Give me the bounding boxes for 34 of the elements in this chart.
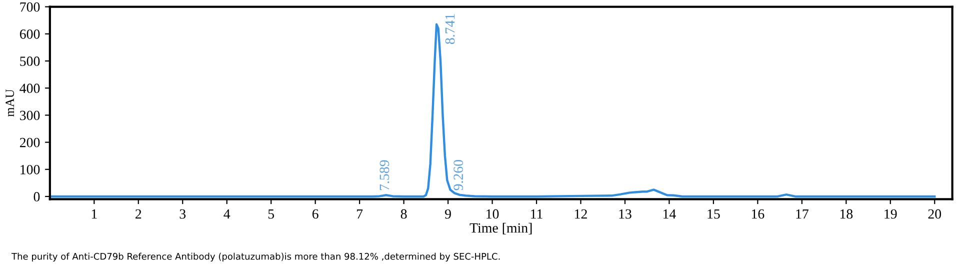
- x-tick-label: 4: [224, 209, 230, 219]
- y-tick-label: 200: [20, 138, 40, 148]
- y-tick-label: 600: [20, 29, 40, 39]
- x-tick-label: 5: [268, 209, 274, 219]
- y-tick-label: 0: [34, 192, 40, 202]
- x-tick-label: 18: [840, 209, 853, 219]
- x-tick-label: 13: [619, 209, 632, 219]
- text: The purity of Anti-CD79b Reference Antibody (polatuzumab)is more than 98.12% ,determined by SEC-HPLC.: [11, 252, 500, 262]
- x-tick-label: 15: [708, 209, 720, 219]
- x-tick-label: 14: [663, 209, 676, 219]
- x-tick-label: 17: [796, 209, 808, 219]
- y-axis-title: mAU: [6, 89, 14, 117]
- x-tick-label: 12: [575, 209, 587, 219]
- y-tick-label: 700: [20, 2, 40, 12]
- x-tick-label: 10: [486, 209, 499, 219]
- x-tick-label: 16: [752, 209, 764, 219]
- x-tick-label: 20: [928, 209, 942, 219]
- annotation: 7.589: [380, 160, 390, 190]
- x-axis-title: Time [min]: [470, 222, 532, 234]
- x-tick-label: 19: [884, 209, 897, 219]
- x-tick-label: 7: [357, 209, 363, 219]
- y-tick-label: 500: [20, 56, 40, 66]
- annotation: 8.741: [445, 14, 455, 44]
- y-tick-label: 400: [20, 84, 40, 94]
- x-tick-label: 11: [531, 209, 542, 219]
- x-tick-label: 3: [180, 209, 186, 219]
- x-tick-label: 1: [92, 209, 97, 219]
- x-tick-label: 8: [400, 209, 407, 219]
- y-tick-label: 100: [20, 164, 40, 174]
- x-tick-label: 6: [312, 209, 318, 219]
- annotation: 9.260: [454, 160, 464, 190]
- y-tick-label: 300: [20, 110, 40, 120]
- x-tick-label: 9: [445, 209, 451, 219]
- x-tick-label: 2: [136, 209, 142, 219]
